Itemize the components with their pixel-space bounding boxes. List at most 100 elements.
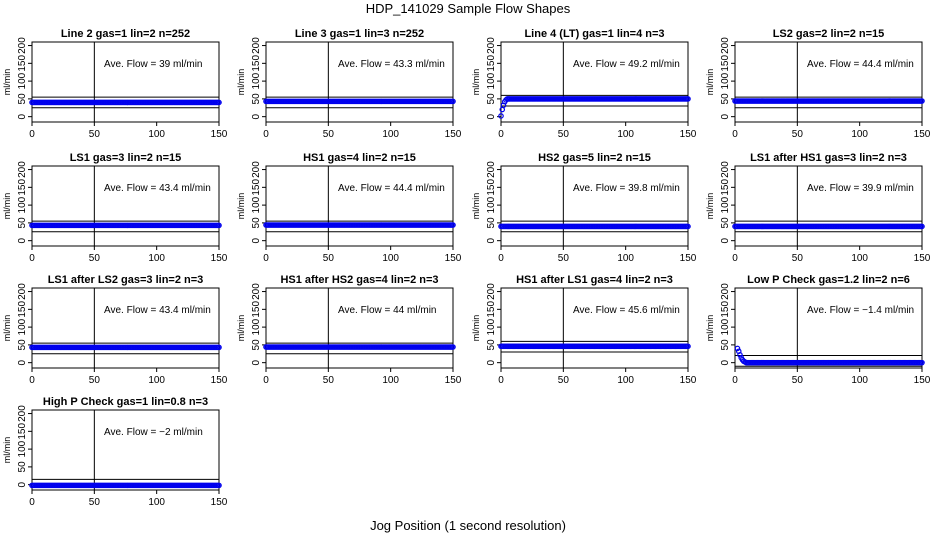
y-tick-label: 200 [251, 161, 262, 178]
x-tick-label: 0 [29, 129, 35, 140]
avg-flow-prefix: Ave. Flow = [104, 183, 159, 194]
avg-flow-unit: ml/min [413, 59, 445, 70]
avg-flow-text: Ave. Flow = 39.9 ml/min [807, 183, 914, 194]
x-tick-label: 100 [148, 497, 165, 508]
x-tick-label: 150 [680, 253, 697, 264]
y-tick-label: 50 [720, 217, 731, 229]
avg-flow-value: −1.4 [862, 305, 882, 316]
y-tick-label: 50 [17, 93, 28, 105]
avg-flow-value: 44.4 [393, 183, 413, 194]
panel-2: Line 3 gas=1 lin=3 n=252050100150200ml/m… [236, 28, 462, 140]
x-tick-label: 0 [29, 375, 35, 386]
data-point [450, 344, 456, 350]
data-points [263, 98, 456, 105]
plot-frame [734, 41, 923, 123]
y-axis-label: ml/min [236, 315, 246, 342]
x-tick-label: 50 [792, 129, 804, 140]
panel-13: High P Check gas=1 lin=0.8 n=30501001502… [2, 396, 228, 508]
avg-flow-unit: ml/min [648, 183, 680, 194]
panel-1: Line 2 gas=1 lin=2 n=252050100150200ml/m… [2, 28, 228, 140]
y-tick-label: 0 [17, 113, 28, 119]
y-tick-label: 100 [17, 196, 28, 213]
y-tick-label: 0 [251, 359, 262, 365]
y-tick-label: 150 [720, 301, 731, 318]
x-tick-label: 100 [617, 129, 634, 140]
y-tick-label: 150 [486, 301, 497, 318]
y-axis-label: ml/min [705, 193, 715, 220]
data-point [919, 359, 925, 366]
x-tick-label: 50 [89, 253, 101, 264]
avg-flow-prefix: Ave. Flow = [104, 305, 159, 316]
y-tick-label: 0 [17, 359, 28, 365]
plot-frame [500, 41, 689, 123]
avg-flow-prefix: Ave. Flow = [807, 305, 862, 316]
data-points [498, 343, 691, 350]
y-tick-label: 100 [17, 440, 28, 457]
avg-flow-unit: ml/min [648, 59, 680, 70]
plot-frame [31, 409, 220, 491]
y-tick-label: 0 [17, 481, 28, 487]
y-axis-label: ml/min [2, 193, 12, 220]
y-tick-label: 100 [251, 318, 262, 335]
y-tick-label: 0 [17, 237, 28, 243]
x-tick-label: 150 [914, 253, 931, 264]
plot-frame [734, 287, 923, 369]
y-tick-label: 150 [17, 55, 28, 72]
avg-flow-unit: ml/min [171, 427, 203, 438]
y-tick-label: 200 [251, 283, 262, 300]
y-tick-label: 50 [486, 217, 497, 229]
avg-flow-prefix: Ave. Flow = [338, 59, 393, 70]
x-tick-label: 150 [680, 375, 697, 386]
y-tick-label: 50 [486, 93, 497, 105]
x-tick-label: 150 [211, 253, 228, 264]
data-point [919, 98, 925, 104]
plot-frame [265, 287, 454, 369]
y-axis-label: ml/min [471, 315, 481, 342]
panel-title: HS1 gas=4 lin=2 n=15 [303, 152, 416, 164]
y-tick-label: 50 [251, 339, 262, 351]
avg-flow-text: Ave. Flow = −2 ml/min [104, 427, 203, 438]
data-points [263, 344, 456, 350]
y-axis-label: ml/min [2, 437, 12, 464]
plot-frame [500, 165, 689, 247]
avg-flow-prefix: Ave. Flow = [573, 59, 628, 70]
y-axis-label: ml/min [705, 69, 715, 96]
x-tick-label: 150 [211, 129, 228, 140]
panel-title: Line 3 gas=1 lin=3 n=252 [295, 28, 424, 40]
x-tick-label: 50 [558, 253, 570, 264]
x-tick-label: 50 [89, 375, 101, 386]
x-tick-label: 150 [914, 129, 931, 140]
x-tick-label: 150 [211, 497, 228, 508]
data-points [498, 96, 691, 119]
avg-flow-prefix: Ave. Flow = [104, 59, 159, 70]
avg-flow-value: 39.9 [862, 183, 882, 194]
y-tick-label: 200 [251, 37, 262, 54]
x-tick-label: 100 [148, 253, 165, 264]
plot-frame [265, 41, 454, 123]
avg-flow-text: Ave. Flow = 43.4 ml/min [104, 183, 211, 194]
y-tick-label: 50 [486, 339, 497, 351]
y-tick-label: 0 [720, 113, 731, 119]
y-tick-label: 150 [251, 55, 262, 72]
data-point [734, 345, 741, 352]
y-tick-label: 0 [251, 237, 262, 243]
y-tick-label: 50 [720, 339, 731, 351]
x-tick-label: 50 [792, 253, 804, 264]
avg-flow-prefix: Ave. Flow = [807, 183, 862, 194]
plot-frame [265, 165, 454, 247]
y-tick-label: 100 [720, 318, 731, 335]
y-tick-label: 100 [17, 72, 28, 89]
y-tick-label: 50 [251, 93, 262, 105]
panel-title: HS2 gas=5 lin=2 n=15 [538, 152, 651, 164]
panel-10: HS1 after HS2 gas=4 lin=2 n=305010015020… [236, 274, 462, 386]
x-tick-label: 100 [382, 253, 399, 264]
y-tick-label: 100 [720, 72, 731, 89]
data-points [29, 222, 222, 229]
avg-flow-text: Ave. Flow = 44.4 ml/min [807, 59, 914, 70]
panel-title: LS1 after LS2 gas=3 lin=2 n=3 [48, 274, 204, 286]
panel-title: LS2 gas=2 lin=2 n=15 [773, 28, 885, 40]
panel-title: LS1 gas=3 lin=2 n=15 [70, 152, 182, 164]
x-tick-label: 150 [445, 375, 462, 386]
x-tick-label: 150 [680, 129, 697, 140]
